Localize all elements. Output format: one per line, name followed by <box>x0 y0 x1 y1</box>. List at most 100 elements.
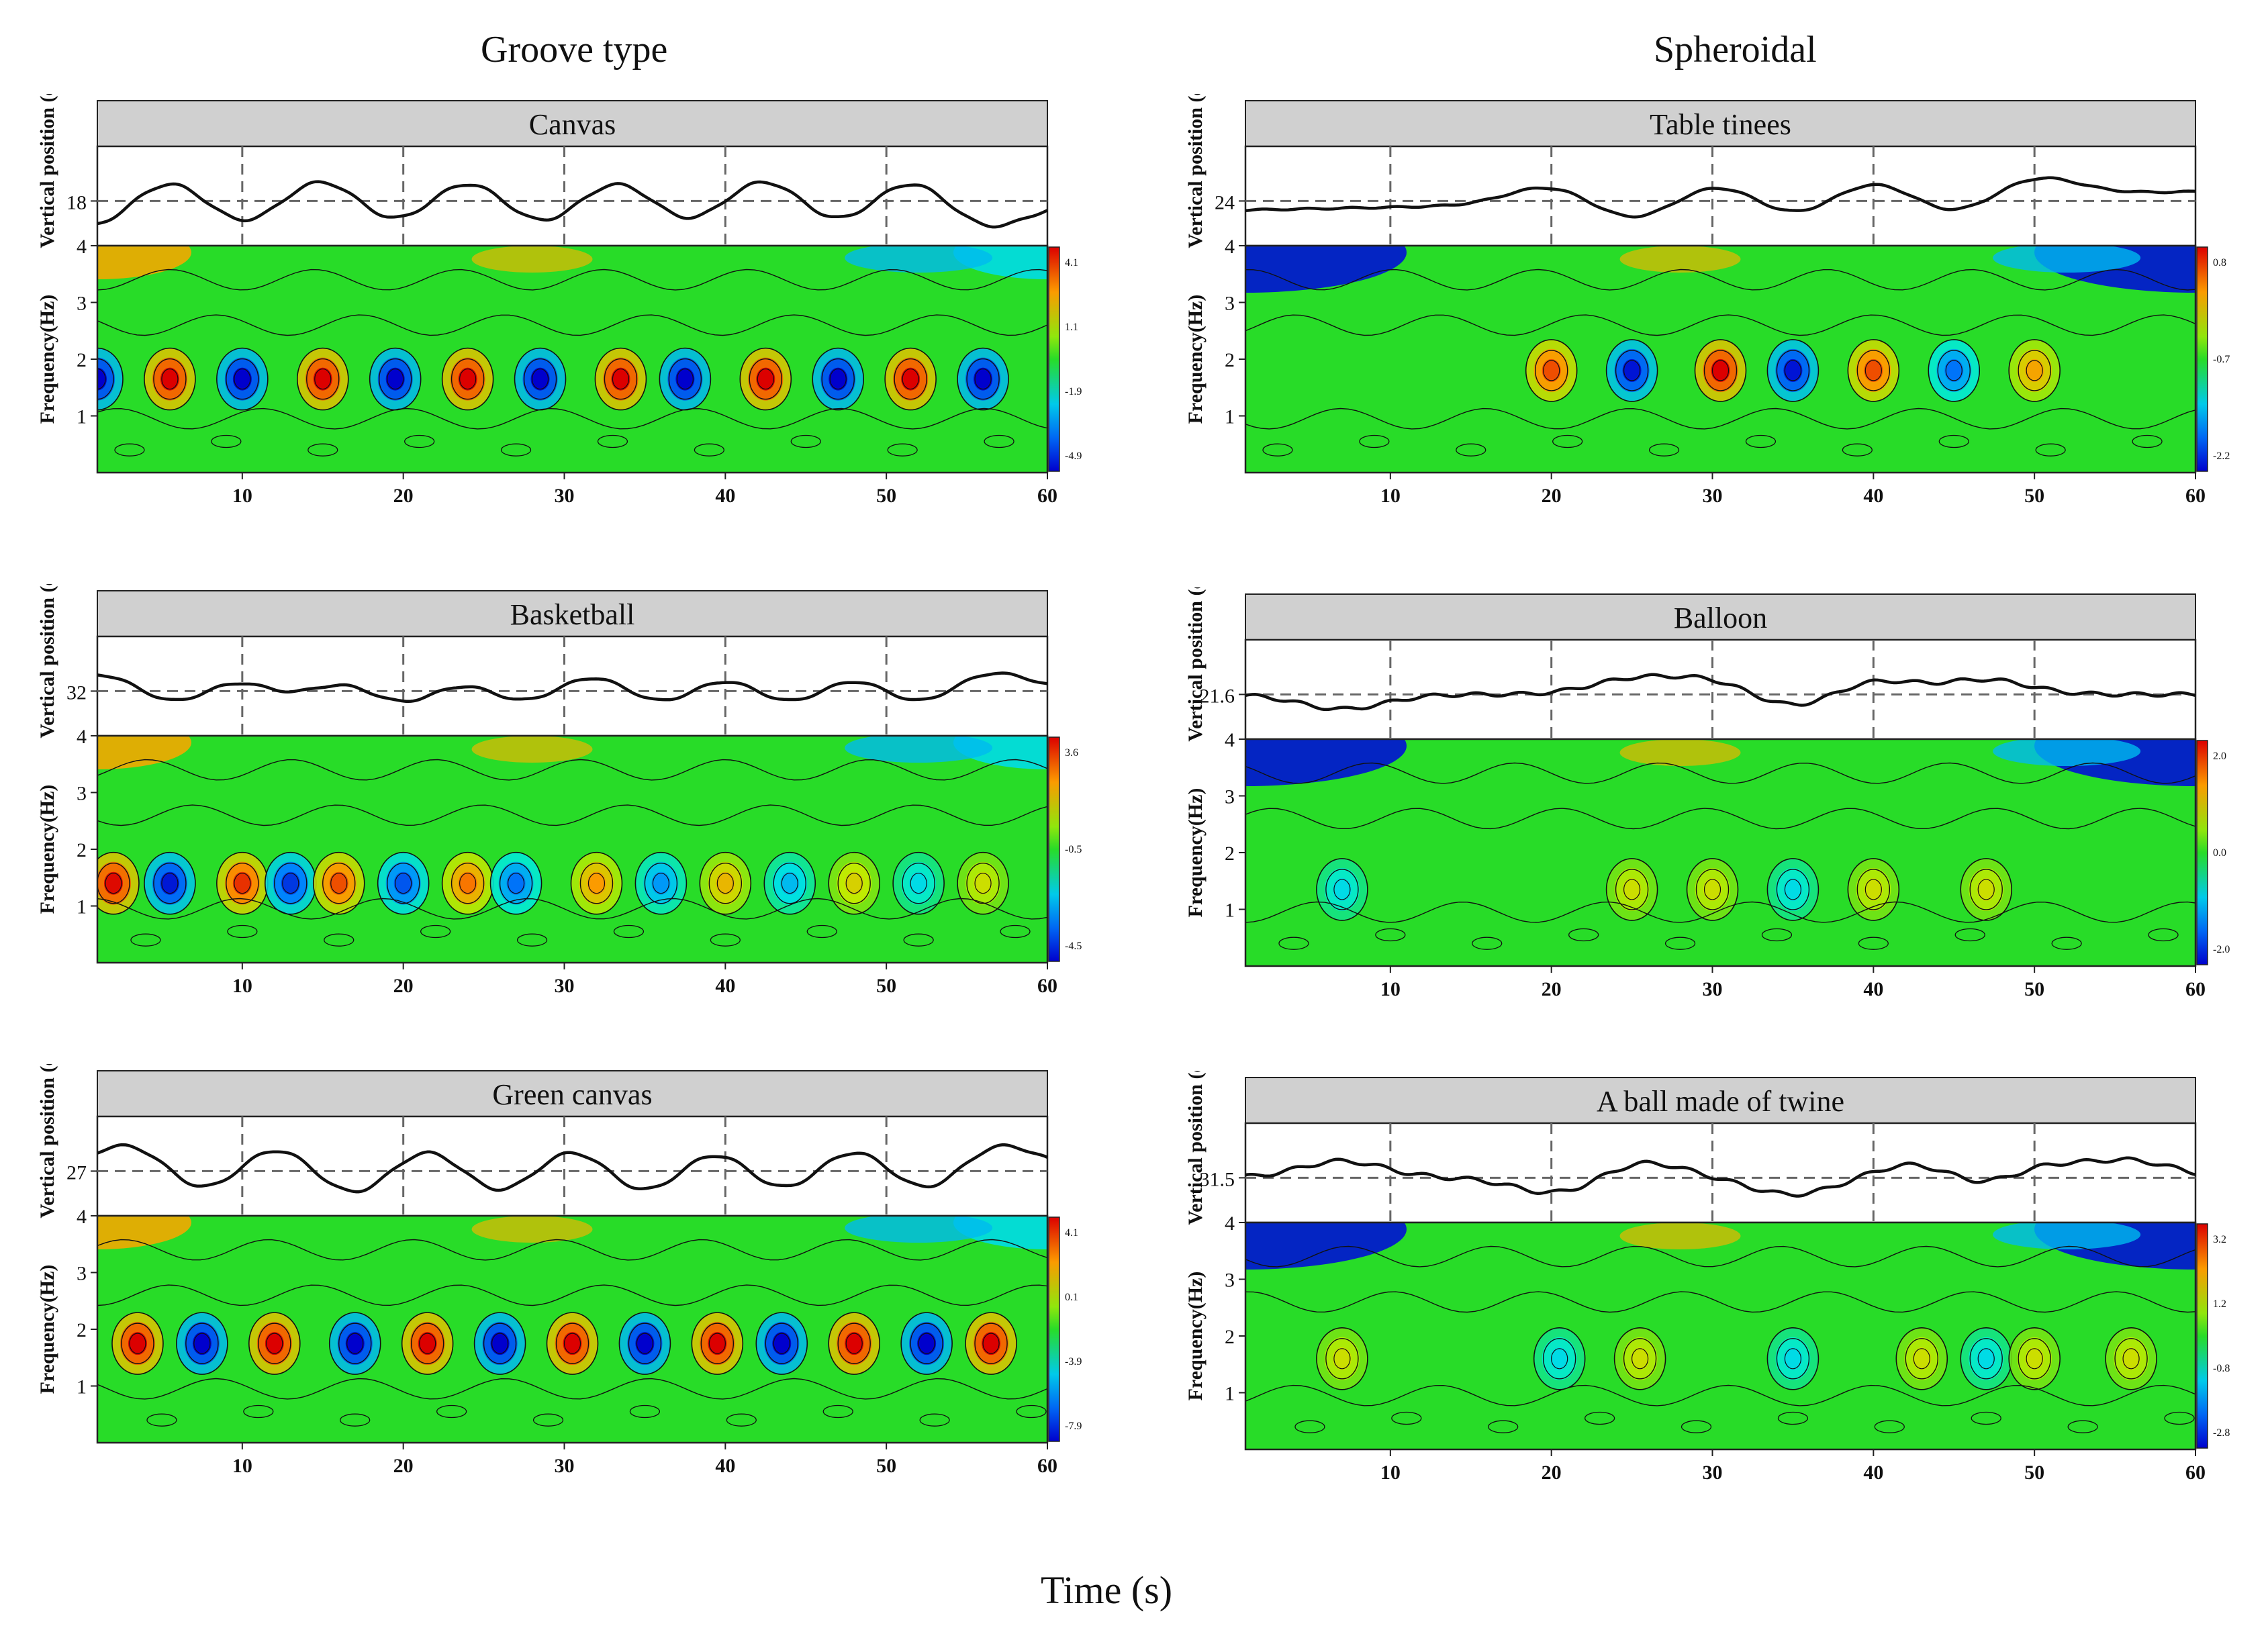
wavelet-blob-core <box>708 1332 727 1355</box>
y-tick-label: 2 <box>77 1319 87 1341</box>
colorbar-tick-label: -2.8 <box>2213 1427 2230 1439</box>
panel-balloon: Balloon 21.6 1 2 3 4 10 20 30 40 50 60 Vertical posi… <box>1184 587 2230 1000</box>
wavelet-blob-core <box>1864 877 1883 901</box>
edge-blob-left <box>97 736 191 769</box>
contour-line <box>1842 443 1873 457</box>
contour-line <box>821 358 855 400</box>
x-tick-label: 40 <box>715 975 735 997</box>
contour-line <box>845 1333 863 1354</box>
wavelet-blob-core <box>1711 358 1730 382</box>
position-axis-title: Vertical position (cm) <box>36 1064 58 1218</box>
contour-line <box>1776 350 1810 391</box>
wavelet-blob-core <box>829 367 848 391</box>
colorbar-tick-label: 4.1 <box>1065 1227 1078 1239</box>
contour-line <box>1766 858 1820 921</box>
contour-line <box>386 863 420 904</box>
x-tick-label: 60 <box>2185 485 2206 507</box>
panel-canvas: Canvas 18 1 2 3 4 10 20 30 40 50 60 Vertical positio… <box>36 94 1082 507</box>
contour-line <box>894 358 927 400</box>
heatmap-background <box>1245 739 2195 966</box>
wavelet-blob-core <box>611 367 630 391</box>
contour-line <box>2114 1338 2148 1380</box>
contour-line <box>1969 869 2003 910</box>
contour-line <box>699 851 752 915</box>
edge-blob-top <box>471 1216 593 1243</box>
contour-line <box>420 924 451 939</box>
colorbar-tick-label: -3.9 <box>1065 1356 1082 1368</box>
contour-line <box>919 1413 950 1427</box>
contour-line <box>1016 1404 1047 1419</box>
contour-line <box>322 863 356 904</box>
x-tick-label: 50 <box>876 485 896 507</box>
contour-line <box>773 1333 790 1354</box>
contour-line <box>594 347 647 411</box>
wavelet-blob-core <box>675 367 695 391</box>
contour-line <box>1913 1348 1930 1370</box>
contour-line <box>726 1413 757 1427</box>
contour-line <box>903 933 934 947</box>
contour-line <box>274 863 308 904</box>
contour-line <box>708 1333 726 1354</box>
contour-line <box>570 851 623 915</box>
panel-title: Green canvas <box>492 1078 652 1111</box>
x-tick-label: 60 <box>1037 975 1057 997</box>
contour-line <box>1686 858 1739 921</box>
wavelet-blob-core <box>103 871 123 895</box>
contour-line <box>668 358 702 400</box>
position-plot-frame <box>1244 1122 2197 1224</box>
x-tick-label: 60 <box>2185 1462 2206 1484</box>
contour-line <box>153 863 187 904</box>
x-tick-label: 40 <box>1863 485 1883 507</box>
colorbar <box>1048 736 1060 962</box>
contour-line <box>234 873 251 894</box>
panel-header <box>1245 593 2196 640</box>
contour-line <box>1856 869 1891 910</box>
colorbar <box>2196 1223 2208 1449</box>
contour-line <box>97 358 114 400</box>
contour-line <box>378 358 412 400</box>
contour-line <box>1245 408 2195 430</box>
x-tick-label: 50 <box>2024 1462 2044 1484</box>
wavelet-blob-core <box>780 871 800 895</box>
contour-line <box>395 873 412 894</box>
wavelet-blob-core <box>1783 1347 1803 1370</box>
contour-line <box>1648 443 1680 457</box>
contour-line <box>829 368 847 390</box>
contour-line <box>1766 1327 1820 1390</box>
wavelet-blob-core <box>530 367 550 391</box>
position-signal-line <box>97 671 1048 704</box>
contour-line <box>2067 1420 2098 1433</box>
wavelet-blob-core <box>128 1332 147 1355</box>
edge-blob-left <box>97 246 191 279</box>
contour-line <box>248 1312 301 1375</box>
x-tick-label: 40 <box>715 1455 735 1477</box>
heatmap-blobs <box>97 1216 1047 1427</box>
contour-line <box>1703 879 1721 900</box>
x-tick-label: 30 <box>555 1455 575 1477</box>
panel-green-canvas: Green canvas 27 1 2 3 4 10 20 30 40 50 60 Vertical p… <box>36 1064 1082 1477</box>
contour-line <box>1551 1348 1568 1370</box>
contour-line <box>491 1333 509 1354</box>
contour-line <box>1864 360 1882 381</box>
panel-title: A ball made of twine <box>1597 1085 1844 1118</box>
y-tick-label: 4 <box>77 236 87 258</box>
y-tick-label: 3 <box>77 1263 87 1285</box>
contour-line <box>1542 1338 1576 1380</box>
contour-line <box>1874 1420 1905 1433</box>
contour-line <box>757 368 774 390</box>
y-tick-label: 4 <box>77 1206 87 1228</box>
colorbar-tick-label: -4.5 <box>1065 941 1082 952</box>
colorbar-tick-label: 4.1 <box>1065 257 1078 269</box>
colorbar-tick-label: 0.1 <box>1065 1292 1078 1303</box>
contour-line <box>97 1378 1047 1400</box>
contour-line <box>1776 1338 1810 1380</box>
contour-line <box>2008 1327 2061 1390</box>
y-tick-label: 3 <box>77 293 87 315</box>
contour-line <box>1525 339 1578 402</box>
contour-line <box>1472 937 1503 950</box>
panel-title: Table tinees <box>1650 108 1791 141</box>
contour-line <box>546 1312 599 1375</box>
position-plot-frame <box>96 635 1049 737</box>
colorbar-tick-label: 1.1 <box>1065 322 1078 333</box>
contour-line <box>902 863 935 904</box>
